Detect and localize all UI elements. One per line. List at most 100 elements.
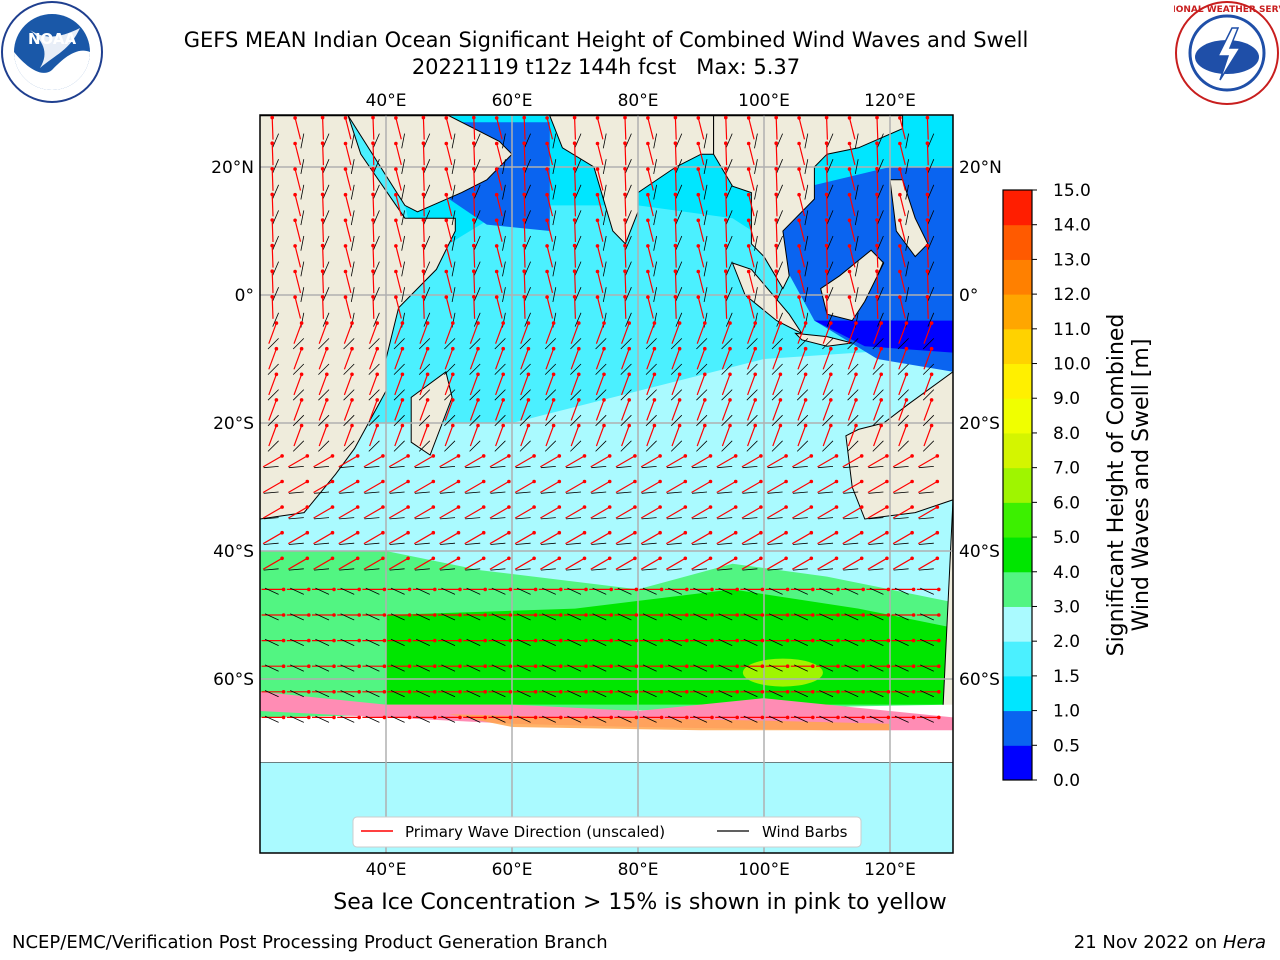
wave-arrow [842, 557, 863, 570]
wave-arrow-head [685, 715, 689, 720]
wave-arrow-head [724, 167, 728, 171]
wave-arrow-head [859, 479, 864, 484]
wave-arrow-head [785, 587, 790, 592]
wind-barb [451, 261, 456, 277]
wave-arrow-head [577, 372, 581, 377]
wave-arrow [372, 271, 375, 294]
colorbar-segment [1003, 571, 1032, 607]
wave-arrow [363, 557, 384, 570]
wind-barb [818, 466, 834, 469]
wave-arrow-head [925, 243, 930, 248]
wind-barb [670, 389, 683, 401]
wave-arrow [917, 506, 938, 519]
wave-arrow-head [451, 346, 455, 351]
wave-arrow [419, 322, 429, 344]
wave-arrow-head [703, 372, 707, 377]
wave-arrow [923, 425, 933, 447]
wind-barb [292, 440, 305, 452]
wave-arrow-head [886, 587, 891, 592]
wind-barb [292, 363, 305, 375]
wave-arrow-head [803, 321, 808, 325]
wave-arrow-head [785, 715, 790, 720]
wave-arrow-head [545, 192, 549, 197]
wave-arrow-head [854, 372, 858, 377]
lon-tick-top: 120°E [864, 91, 916, 111]
wave-arrow-head [875, 218, 879, 222]
wave-arrow-head [634, 587, 639, 592]
wind-barb [393, 414, 405, 427]
wave-arrow [775, 168, 778, 191]
wind-barb [368, 363, 380, 375]
wave-arrow [775, 143, 778, 166]
wind-barb [872, 440, 884, 452]
wave-arrow [445, 143, 453, 166]
wave-arrow-head [483, 715, 488, 720]
wave-arrow-head [929, 372, 934, 377]
wind-barb [717, 517, 733, 520]
wave-arrow-head [305, 479, 310, 484]
wind-barb [796, 414, 809, 427]
wave-arrow [697, 296, 705, 319]
wave-arrow [439, 455, 459, 468]
wave-arrow-head [935, 454, 940, 458]
wave-arrow [590, 532, 611, 545]
wave-arrow-head [929, 423, 934, 428]
wave-arrow-head [879, 346, 883, 351]
wind-barb [466, 613, 481, 621]
wind-barb [524, 287, 531, 302]
wind-barb [350, 133, 355, 149]
wave-arrow [691, 506, 711, 519]
wind-barb [920, 715, 934, 723]
wave-arrow [395, 117, 402, 140]
wave-arrow [716, 506, 737, 519]
wave-arrow [444, 348, 454, 370]
wave-arrow-head [407, 690, 412, 694]
wave-arrow [570, 348, 580, 370]
wave-arrow-head [824, 243, 829, 248]
wind-barb [668, 690, 682, 698]
wave-arrow [469, 425, 479, 447]
wind-barb [340, 715, 355, 723]
wave-arrow [318, 399, 328, 421]
wave-arrow [271, 245, 274, 268]
wave-arrow-head [320, 115, 325, 120]
wind-barb [718, 638, 733, 646]
wave-arrow-head [759, 479, 763, 484]
wave-arrow-head [746, 192, 751, 197]
wave-arrow [671, 322, 681, 344]
wave-arrow [691, 532, 711, 545]
wave-arrow-head [577, 423, 581, 428]
wave-arrow [615, 480, 636, 494]
wave-arrow-head [759, 505, 763, 509]
wave-arrow [873, 322, 882, 344]
wave-arrow [696, 322, 706, 344]
colorbar-segment [1003, 224, 1032, 260]
wind-barb [440, 568, 456, 571]
wave-arrow-head [325, 321, 329, 325]
wind-barb [617, 715, 632, 723]
wave-arrow [725, 194, 728, 217]
wave-arrow-head [458, 587, 462, 592]
wave-arrow-head [634, 664, 639, 668]
wave-arrow [271, 219, 274, 243]
wind-barb [717, 542, 733, 545]
wind-barb [515, 517, 531, 520]
wave-arrow [262, 532, 283, 545]
wave-arrow [523, 117, 526, 140]
wind-barb [703, 235, 708, 251]
wave-arrow-head [935, 505, 940, 509]
wind-barb [339, 568, 355, 571]
wave-arrow-head [898, 192, 902, 197]
wave-arrow-head [784, 505, 788, 509]
wave-arrow-head [886, 664, 891, 668]
wave-arrow-head [885, 505, 889, 509]
wave-arrow [647, 168, 654, 191]
chart-subtitle: 20221119 t12z 144h fcst Max: 5.37 [411, 55, 801, 79]
wave-arrow [876, 219, 879, 243]
wave-arrow-head [357, 690, 362, 694]
wave-arrow-head [652, 346, 657, 351]
wave-arrow-head [431, 505, 436, 509]
wave-arrow-head [696, 167, 701, 171]
wave-arrow-head [532, 505, 536, 509]
wave-arrow [923, 374, 933, 396]
